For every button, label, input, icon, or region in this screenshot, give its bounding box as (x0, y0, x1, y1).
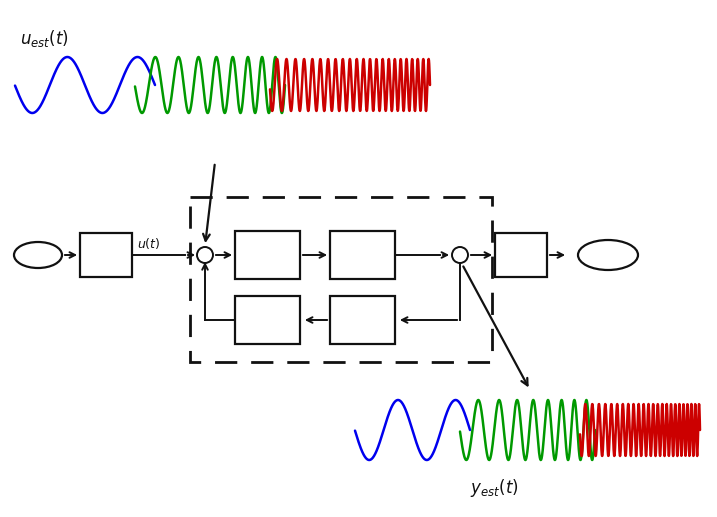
Text: $u_{est}(t)$: $u_{est}(t)$ (20, 28, 69, 49)
Bar (495, 233, 547, 277)
Bar (190, 197, 492, 362)
Bar (330, 296, 395, 344)
Text: $u(t)$: $u(t)$ (137, 236, 161, 251)
Text: $y_{est}(t)$: $y_{est}(t)$ (470, 477, 518, 499)
Bar (80, 233, 132, 277)
Bar (235, 231, 300, 279)
Circle shape (452, 247, 468, 263)
Ellipse shape (578, 240, 638, 270)
Circle shape (197, 247, 213, 263)
Bar (235, 296, 300, 344)
Ellipse shape (14, 242, 62, 268)
Bar (330, 231, 395, 279)
